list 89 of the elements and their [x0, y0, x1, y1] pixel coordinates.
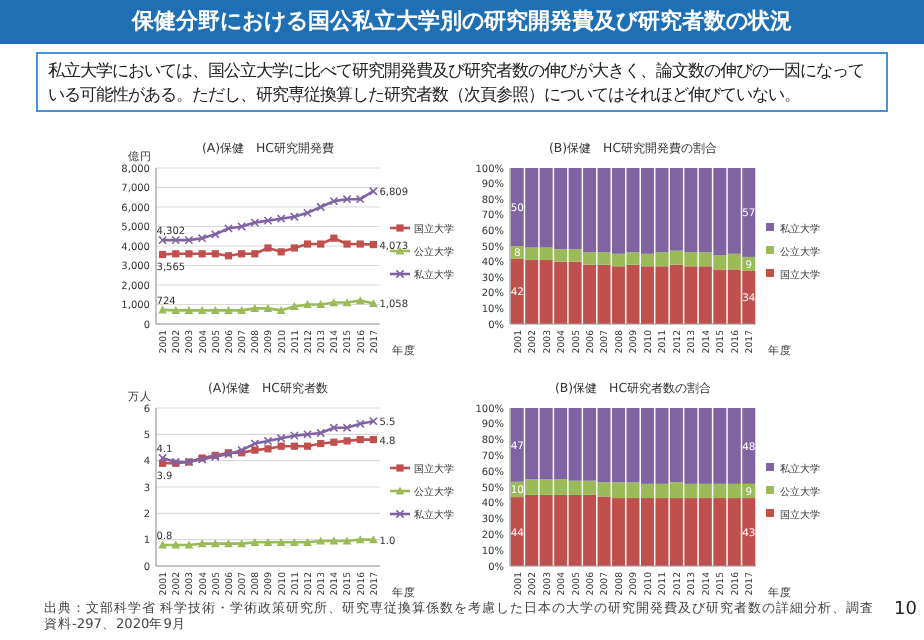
point — [277, 442, 285, 450]
point — [369, 298, 378, 307]
point — [250, 439, 260, 448]
point — [224, 224, 233, 233]
point — [184, 235, 194, 245]
point — [355, 194, 365, 204]
point — [369, 436, 378, 444]
text: 保健分野における国公私立大学別の研究開発費及び研究者数の状況 — [0, 0, 924, 44]
point — [369, 240, 378, 249]
point — [316, 536, 326, 545]
point — [316, 202, 326, 212]
point — [184, 305, 194, 314]
point — [277, 248, 285, 256]
point — [211, 250, 219, 258]
point — [343, 240, 351, 248]
point — [184, 540, 194, 549]
point — [171, 305, 181, 314]
point — [171, 235, 181, 245]
point — [290, 244, 298, 252]
point — [185, 250, 193, 258]
point — [237, 305, 247, 314]
point — [290, 442, 298, 450]
point — [210, 229, 220, 239]
point — [158, 250, 167, 259]
point — [197, 233, 207, 243]
point — [355, 296, 365, 305]
point — [303, 537, 312, 546]
point — [329, 298, 339, 307]
point — [251, 446, 259, 454]
point — [342, 298, 352, 307]
text: 私立大学においては、国公立大学に比べて研究開発費及び研究者数の伸びが大きく、論文数の伸びの一因になっている可能性がある。ただし、研究専従換算した研究者数（次頁参照）についてはそれほど伸びていない。 — [36, 52, 888, 112]
point — [342, 536, 352, 545]
line-series — [158, 416, 378, 467]
point — [317, 240, 325, 248]
point — [329, 423, 339, 433]
point — [356, 436, 364, 444]
point — [329, 196, 339, 206]
point — [263, 216, 273, 226]
point — [369, 535, 378, 544]
point — [342, 194, 352, 204]
point — [224, 539, 233, 548]
point — [250, 304, 260, 312]
point — [237, 222, 247, 231]
point — [355, 419, 365, 429]
point — [276, 214, 286, 224]
point — [289, 431, 299, 441]
point — [303, 240, 312, 248]
point — [198, 250, 206, 258]
point — [264, 244, 272, 252]
point — [197, 539, 207, 548]
point — [356, 240, 364, 248]
point — [250, 218, 260, 227]
point — [289, 537, 299, 546]
point — [158, 540, 167, 549]
point — [237, 539, 247, 548]
point — [316, 300, 326, 309]
point — [343, 437, 351, 445]
point — [289, 302, 299, 311]
point — [210, 539, 220, 548]
point — [224, 252, 233, 260]
point — [263, 537, 273, 546]
point — [303, 442, 312, 450]
point — [355, 535, 365, 544]
point — [224, 305, 233, 314]
point — [263, 304, 273, 312]
point — [250, 537, 260, 546]
point — [303, 300, 312, 309]
point — [329, 536, 339, 545]
point — [197, 305, 207, 314]
point — [330, 438, 338, 446]
point — [210, 305, 220, 314]
point — [342, 423, 352, 433]
point — [289, 212, 299, 222]
point — [238, 250, 246, 258]
point — [317, 439, 325, 448]
point — [276, 537, 286, 546]
line-series — [158, 186, 378, 245]
point — [263, 436, 273, 446]
point — [316, 428, 326, 438]
point — [276, 433, 286, 443]
text: 10 — [894, 600, 917, 620]
point — [330, 234, 338, 242]
point — [251, 250, 259, 258]
point — [172, 250, 180, 258]
point — [276, 305, 286, 314]
point — [264, 445, 272, 453]
point — [171, 540, 181, 549]
point — [303, 429, 312, 439]
point — [303, 208, 312, 218]
